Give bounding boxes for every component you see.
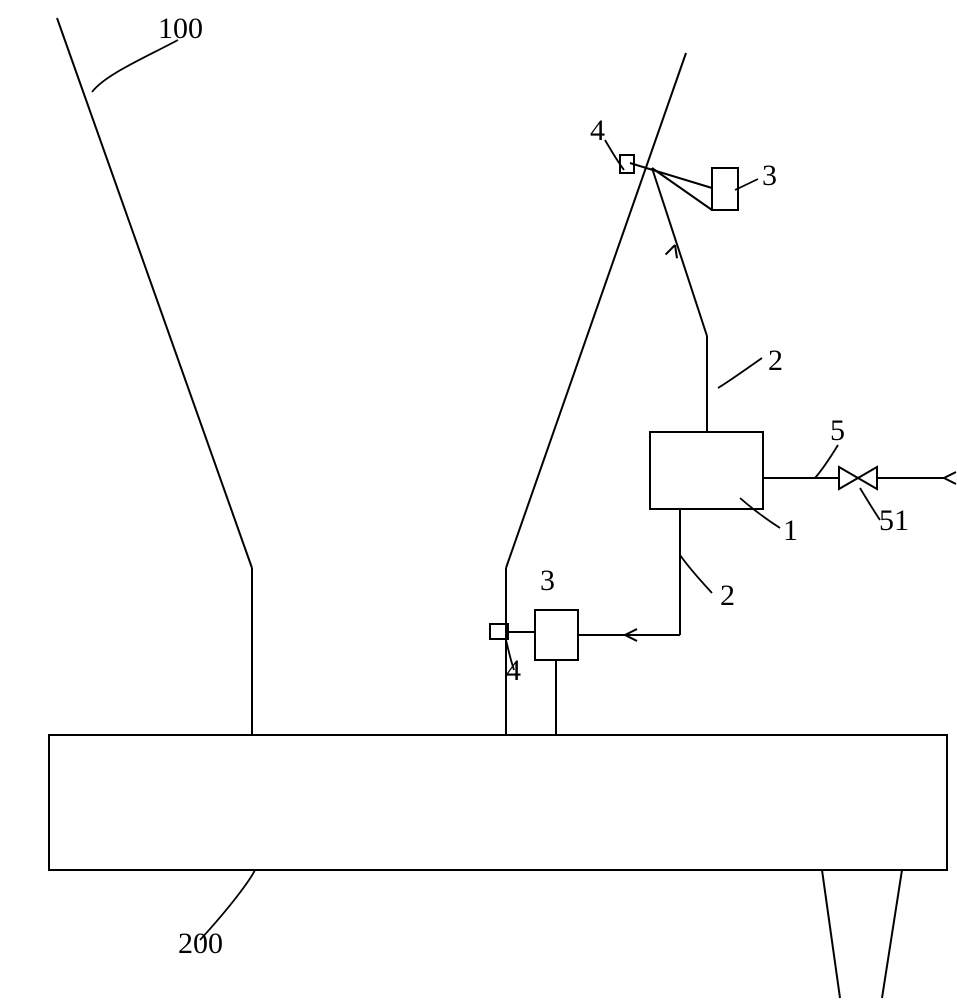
ref-label-ref100: 100 [158,12,203,45]
ref-label-ref4a: 4 [590,114,605,147]
ref-label-ref2b: 2 [720,579,735,612]
ref-label-ref2a: 2 [768,344,783,377]
ref-label-ref3a: 3 [762,159,777,192]
engineering-diagram: 100 200 1 2 2 3 3 4 4 5 51 [0,0,957,1000]
ref-label-ref5: 5 [830,414,845,447]
ref-label-ref3b: 3 [540,564,555,597]
ref-label-ref200: 200 [178,927,223,960]
ref-label-ref4b: 4 [506,654,521,687]
geometry-layer [49,18,956,998]
labels-layer: 100 200 1 2 2 3 3 4 4 5 51 [158,12,909,960]
ref-label-ref51: 51 [879,504,909,537]
ref-label-ref1: 1 [783,514,798,547]
